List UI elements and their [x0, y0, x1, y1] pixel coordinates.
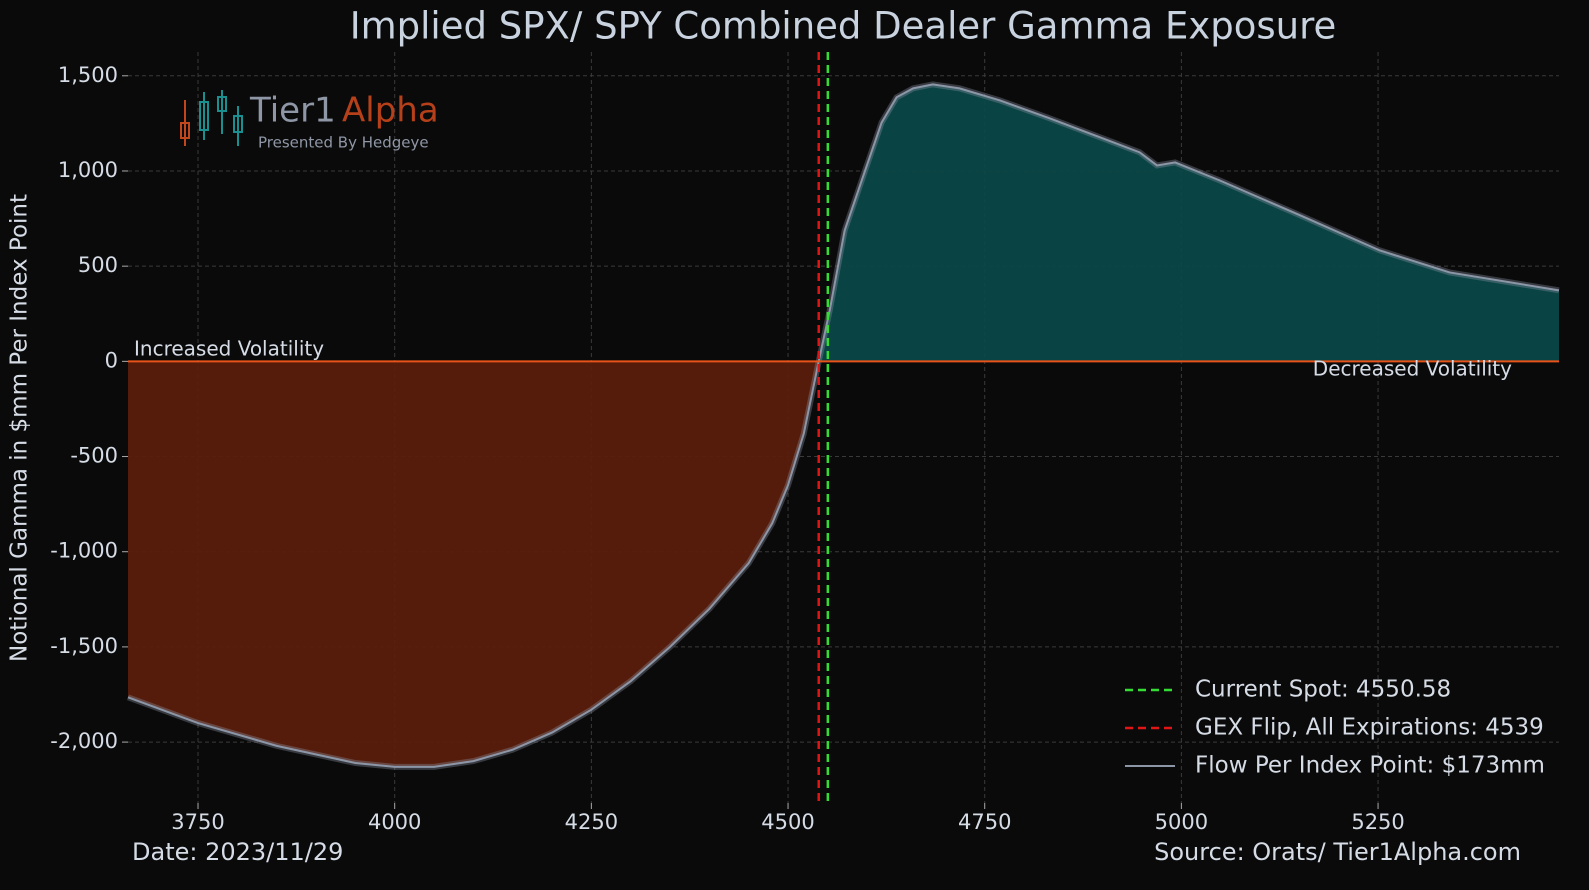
x-tick-label: 5250: [1351, 810, 1404, 834]
logo-name: Alpha: [342, 91, 439, 131]
y-tick-label: -500: [70, 444, 118, 468]
x-tick-label: 3750: [171, 810, 224, 834]
logo-name: Tier1: [249, 91, 336, 131]
y-tick-label: 1,500: [58, 63, 118, 87]
annotation: Decreased Volatility: [1313, 357, 1512, 381]
logo: Tier1 Alpha Presented By Hedgeye: [180, 90, 439, 152]
legend-label: Current Spot: 4550.58: [1195, 677, 1451, 703]
y-tick-label: -2,000: [50, 729, 118, 753]
y-tick-label: -1,000: [50, 539, 118, 563]
x-tick-label: 4500: [761, 810, 814, 834]
marks: [126, 52, 1560, 803]
areas: [128, 84, 1559, 767]
chart-title: Implied SPX/ SPY Combined Dealer Gamma E…: [350, 5, 1337, 48]
logo-tagline: Presented By Hedgeye: [258, 134, 429, 152]
legend-label: GEX Flip, All Expirations: 4539: [1195, 715, 1544, 741]
negative-area: [128, 361, 1559, 767]
y-tick-label: 1,000: [58, 158, 118, 182]
legend: Current Spot: 4550.58 GEX Flip, All Expir…: [1125, 677, 1545, 779]
source-note: Source: Orats/ Tier1Alpha.com: [1154, 838, 1521, 866]
x-tick-label: 4750: [958, 810, 1011, 834]
y-tick-label: 500: [78, 253, 118, 277]
y-axis-label: Notional Gamma in $mm Per Index Point: [7, 194, 33, 662]
legend-label: Flow Per Index Point: $173mm: [1195, 753, 1545, 779]
positive-area: [128, 84, 1559, 362]
y-tick-label: 0: [105, 348, 118, 372]
y-tick-label: -1,500: [50, 634, 118, 658]
x-tick-label: 4250: [565, 810, 618, 834]
x-tick-label: 4000: [368, 810, 421, 834]
annotation: Increased Volatility: [134, 337, 324, 361]
date-note: Date: 2023/11/29: [132, 838, 343, 866]
x-tick-label: 5000: [1155, 810, 1208, 834]
series-line: [127, 83, 1560, 768]
